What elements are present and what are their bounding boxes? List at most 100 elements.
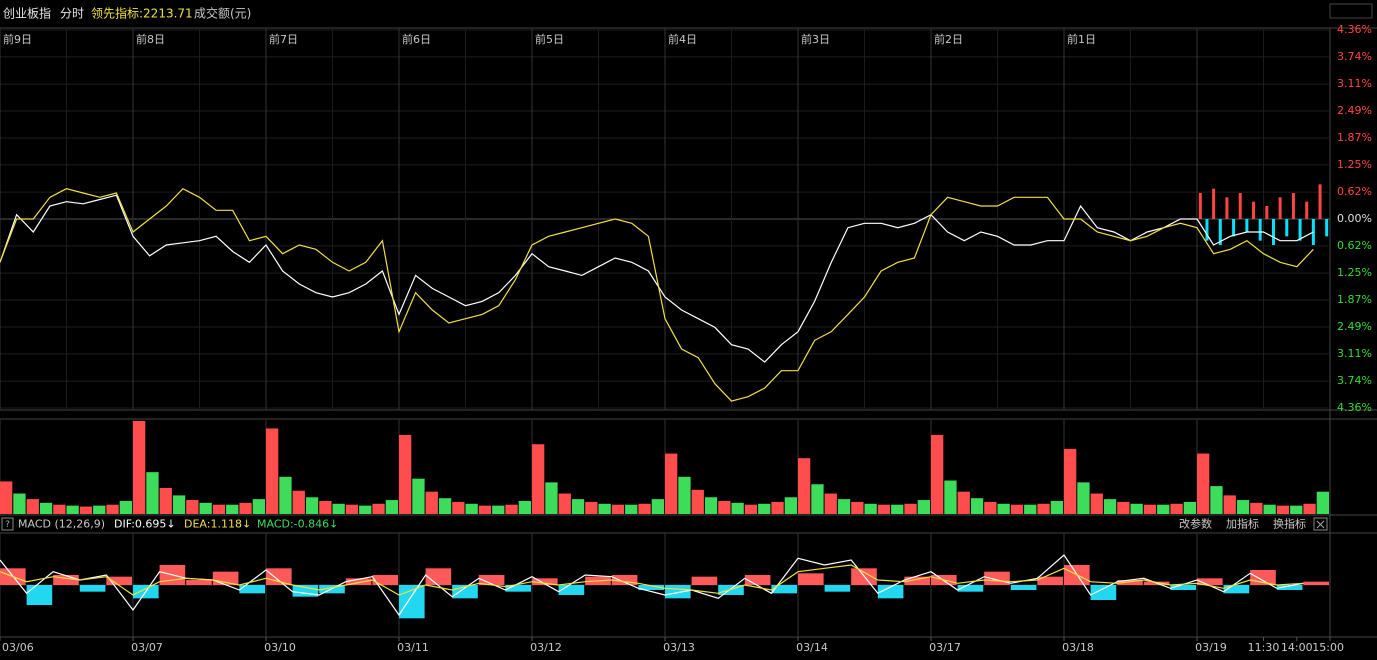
day-label: 前7日 — [269, 32, 298, 46]
volume-bar — [1090, 493, 1103, 514]
macd-bar — [824, 585, 851, 592]
macd-bar — [877, 585, 904, 599]
volume-bar — [824, 493, 837, 514]
volume-bar — [212, 504, 226, 514]
day-label: 前1日 — [1067, 32, 1096, 46]
volume-bar — [665, 453, 678, 514]
toolbar-button[interactable]: 换指标 — [1273, 517, 1306, 531]
y-tick-label: 4.36% — [1337, 401, 1372, 414]
volume-bar — [1157, 504, 1170, 514]
y-tick-label: 1.87% — [1337, 293, 1372, 306]
volume-bar — [598, 503, 611, 514]
close-icon[interactable] — [1316, 520, 1325, 529]
macd-bar — [1117, 580, 1143, 585]
help-box[interactable] — [1, 517, 14, 531]
macd-bar — [292, 585, 319, 597]
close-box[interactable] — [1313, 517, 1328, 531]
volume-bar — [1276, 505, 1290, 514]
y-tick-label: 3.74% — [1337, 374, 1372, 387]
volume-bar — [478, 505, 492, 514]
volume-bar — [13, 493, 26, 514]
volume-bar — [1223, 495, 1236, 514]
macd-bar — [505, 585, 531, 592]
volume-bar — [678, 476, 691, 514]
macd-bar — [1303, 581, 1329, 585]
volume-bar — [944, 480, 957, 514]
macd-bar — [665, 585, 691, 599]
y-tick-label: 0.62% — [1337, 239, 1372, 252]
x-tick-label: 03/17 — [929, 641, 961, 654]
x-tick-label: 03/12 — [530, 641, 562, 654]
x-tick-label: 03/19 — [1195, 641, 1227, 654]
volume-bar — [93, 505, 106, 514]
volume-bar — [1210, 486, 1223, 514]
volume-bar — [691, 489, 704, 514]
macd-bar — [1197, 578, 1223, 585]
day-label: 前6日 — [402, 32, 431, 46]
volume-bar — [798, 458, 811, 514]
y-tick-label: 2.49% — [1337, 320, 1372, 333]
macd-bar — [239, 585, 265, 594]
macd-bar — [186, 580, 212, 585]
volume-bar — [811, 484, 824, 514]
volume-bar — [1103, 499, 1117, 514]
volume-bar — [186, 500, 199, 514]
volume-bar — [146, 472, 159, 514]
volume-bar — [704, 497, 718, 514]
x-tick-label: 03/06 — [2, 641, 34, 654]
x-tick-label: 03/07 — [131, 641, 163, 654]
toolbar-button[interactable]: 加指标 — [1226, 517, 1259, 531]
volume-bar — [505, 504, 518, 514]
day-label: 前8日 — [136, 32, 165, 46]
macd-bar — [79, 585, 106, 592]
volume-bar — [1143, 504, 1157, 514]
macd-bar — [53, 575, 79, 585]
volume-bar — [837, 499, 851, 514]
macd-bar — [425, 568, 452, 585]
macd-bar — [1037, 576, 1063, 585]
macd-label: MACD:-0.846↓ — [257, 518, 338, 531]
volume-bar — [438, 498, 452, 514]
indicator: 领先指标:2213.71 — [91, 6, 193, 21]
macd-bar — [611, 575, 638, 585]
macd-bar — [744, 575, 771, 585]
x-tick-label: 03/10 — [264, 641, 296, 654]
volume-bar — [239, 502, 252, 514]
y-tick-label: 3.11% — [1337, 347, 1372, 360]
volume-bar — [1170, 503, 1183, 514]
volume-bar — [1263, 504, 1276, 514]
volume-bar — [252, 499, 265, 514]
volume-bar — [1130, 503, 1143, 514]
dea-label: DEA:1.118↓ — [184, 518, 251, 531]
y-tick-label: 1.25% — [1337, 158, 1372, 171]
macd-bar — [106, 576, 132, 585]
volume-bar — [1303, 503, 1316, 514]
series-line — [0, 554, 1304, 617]
day-label: 前2日 — [934, 32, 963, 46]
macd-bar — [266, 568, 292, 585]
volume-bar — [199, 502, 212, 514]
volume-bar — [571, 499, 585, 514]
macd-bar — [1276, 585, 1303, 590]
volume-bar — [1236, 500, 1250, 514]
volume-bar — [585, 501, 598, 514]
volume-bar — [305, 497, 319, 514]
volume-bar — [1037, 503, 1050, 514]
volume-bar — [1024, 504, 1037, 514]
x-tick-label: 14:00 — [1281, 641, 1313, 654]
volume-bar — [172, 495, 186, 514]
help-icon[interactable]: ? — [5, 520, 10, 530]
volume-bar — [1117, 501, 1130, 514]
volume-bar — [744, 504, 758, 514]
macd-bar — [957, 585, 984, 592]
volume-bar — [1077, 482, 1090, 514]
volume-bar — [66, 505, 79, 514]
volume-bar — [452, 501, 465, 514]
day-label: 前4日 — [668, 32, 697, 46]
volume-bar — [372, 503, 385, 514]
volume-bar — [412, 478, 425, 514]
volume-bar — [851, 501, 864, 514]
toolbar-button[interactable]: 改参数 — [1179, 517, 1212, 531]
